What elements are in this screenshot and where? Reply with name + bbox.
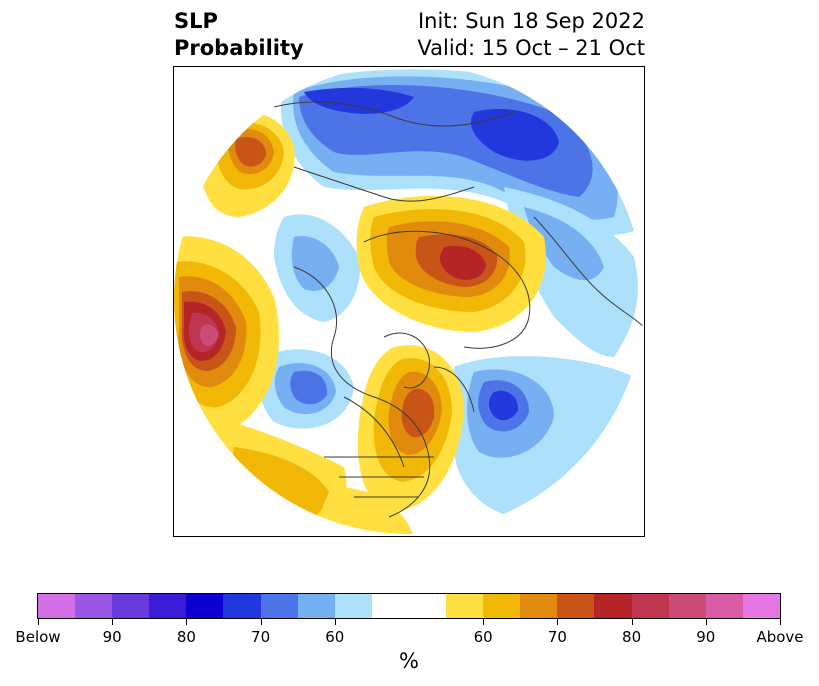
coastlines: [273, 101, 644, 518]
colorbar-tick: [705, 619, 707, 625]
colorbar-segment: [705, 594, 743, 618]
colorbar-segment: [112, 594, 150, 618]
colorbar-tick-label: 70: [547, 628, 567, 646]
colorbar-tick: [631, 619, 633, 625]
colorbar-tick: [557, 619, 559, 625]
colorbar-tick-label: 60: [473, 628, 493, 646]
colorbar-segment: [149, 594, 187, 618]
colorbar-tick: [38, 619, 39, 625]
colorbar-tick-label: Above: [756, 628, 804, 646]
colorbar-segment: [520, 594, 558, 618]
colorbar-tick-label: 90: [102, 628, 122, 646]
valid-range: Valid: 15 Oct – 21 Oct: [417, 36, 645, 60]
colorbar-segment: [446, 594, 484, 618]
colorbar-segment: [75, 594, 113, 618]
colorbar-segment: [742, 594, 780, 618]
title-line-2: Probability: [174, 36, 304, 60]
colorbar-segment: [223, 594, 261, 618]
colorbar-tick-label: 60: [325, 628, 345, 646]
chart-title: SLP Probability: [174, 8, 304, 62]
colorbar-unit: %: [399, 649, 419, 673]
colorbar-tick-label: 90: [696, 628, 716, 646]
colorbar-segment: [334, 594, 372, 618]
colorbar-tick-label: 70: [251, 628, 271, 646]
colorbar-segment: [260, 594, 298, 618]
colorbar-segment: [594, 594, 632, 618]
init-date: Init: Sun 18 Sep 2022: [417, 9, 645, 33]
chart-subtitle: Init: Sun 18 Sep 2022 Valid: 15 Oct – 21…: [417, 8, 645, 62]
colorbar-segment: [297, 594, 335, 618]
colorbar-tick: [483, 619, 485, 625]
colorbar-segment: [38, 594, 76, 618]
colorbar-tick: [780, 619, 781, 625]
title-line-1: SLP: [174, 9, 218, 33]
colorbar-tick-label: 80: [622, 628, 642, 646]
probability-map-svg: [174, 67, 644, 534]
colorbar-segment: [483, 594, 521, 618]
probability-field: [174, 67, 644, 534]
colorbar-segment: [186, 594, 224, 618]
colorbar-tick-label: Below: [15, 628, 61, 646]
colorbar-tick: [186, 619, 188, 625]
colorbar-segment: [631, 594, 669, 618]
colorbar-tick: [112, 619, 114, 625]
colorbar-tick-label: 80: [176, 628, 196, 646]
colorbar: [37, 593, 781, 619]
colorbar-segment: [371, 594, 447, 618]
colorbar-tick: [334, 619, 336, 625]
colorbar-tick: [260, 619, 262, 625]
polar-map: [173, 66, 645, 537]
colorbar-segment: [668, 594, 706, 618]
colorbar-segment: [557, 594, 595, 618]
